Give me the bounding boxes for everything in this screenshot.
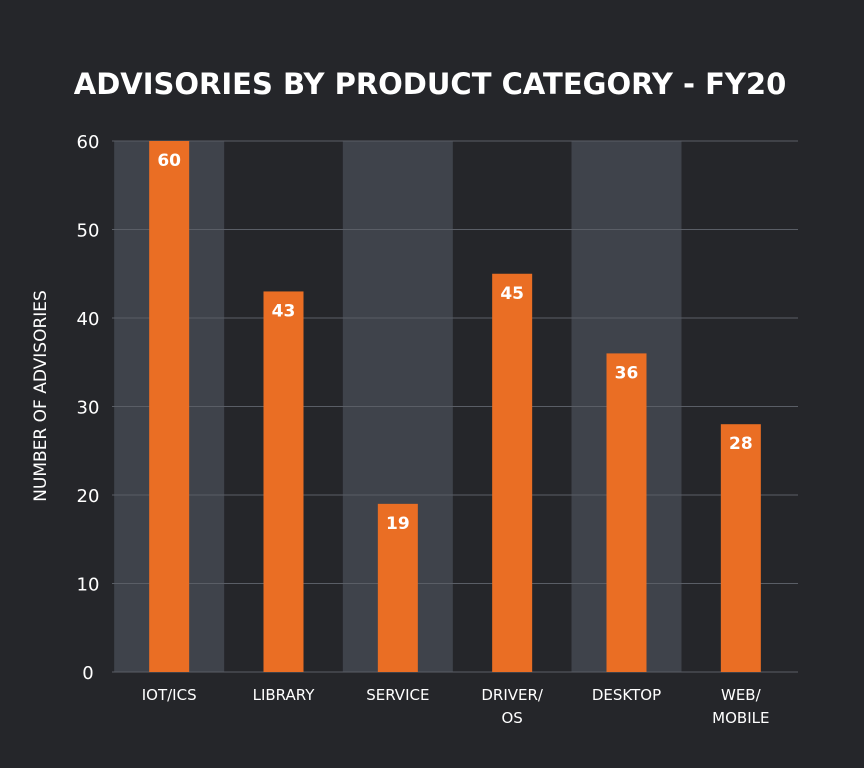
x-tick-label: DRIVER/	[481, 686, 544, 704]
x-tick-label: IOT/ICS	[142, 686, 197, 704]
x-axis-labels: IOT/ICS LIBRARY SERVICE DRIVER/OS DESKTOP WEB…	[142, 686, 770, 727]
y-tick-label: 10	[77, 575, 100, 596]
y-axis-ticks: 0 10 20 30 40 50 60	[77, 132, 100, 684]
value-label: 43	[272, 301, 296, 321]
bar	[606, 353, 647, 672]
y-tick-label: 40	[77, 309, 100, 330]
bar	[149, 141, 190, 672]
value-label: 45	[500, 284, 524, 304]
y-tick-label: 50	[77, 221, 100, 242]
chart-title: ADVISORIES BY PRODUCT CATEGORY - FY20	[74, 67, 787, 101]
value-labels: 60 43 19 45 36 28	[157, 151, 752, 534]
x-tick-label: LIBRARY	[253, 686, 316, 704]
x-tick-label: SERVICE	[366, 686, 429, 704]
y-tick-label: 0	[82, 663, 93, 684]
value-label: 28	[729, 434, 753, 454]
value-label: 19	[386, 514, 410, 534]
y-tick-label: 60	[77, 132, 100, 153]
bar	[492, 273, 533, 672]
value-label: 60	[157, 151, 181, 171]
y-tick-label: 20	[77, 486, 100, 507]
x-tick-label: OS	[502, 709, 523, 727]
value-label: 36	[615, 363, 639, 383]
y-axis-label: NUMBER OF ADVISORIES	[31, 290, 51, 502]
x-tick-label: DESKTOP	[592, 686, 661, 704]
x-tick-label: MOBILE	[712, 709, 769, 727]
bar	[377, 503, 418, 672]
gridlines	[112, 140, 798, 673]
bar	[720, 424, 761, 672]
y-tick-label: 30	[77, 398, 100, 419]
bar	[263, 291, 304, 672]
bars	[149, 141, 761, 672]
x-tick-label: WEB/	[721, 686, 762, 704]
